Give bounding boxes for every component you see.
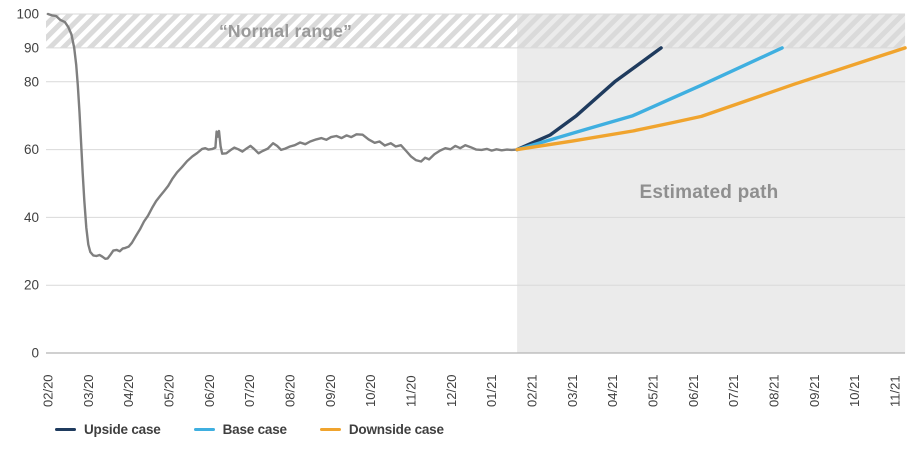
historical-line — [46, 12, 519, 260]
x-tick-label: 02/20 — [41, 374, 56, 407]
y-tick-label: 80 — [24, 74, 39, 89]
x-tick-label: 06/20 — [202, 374, 217, 407]
x-tick-label: 08/20 — [283, 374, 298, 407]
x-tick-label: 07/20 — [242, 374, 257, 407]
legend-item-upside-case: Upside case — [55, 422, 161, 437]
chart-legend: Upside case Base case Downside case — [55, 422, 444, 437]
x-tick-label: 01/21 — [484, 374, 499, 407]
x-tick-label: 11/20 — [404, 375, 419, 407]
x-tick-label: 07/21 — [726, 374, 741, 407]
upside-case-line — [515, 46, 663, 152]
base-case-line-swatch — [193, 427, 215, 432]
y-tick-label: 90 — [24, 40, 39, 55]
x-tick-label: 12/20 — [444, 374, 459, 407]
legend-label-downside-case: Downside case — [348, 422, 444, 437]
x-tick-label: 03/21 — [565, 374, 580, 407]
legend-item-downside-case: Downside case — [319, 422, 444, 437]
y-tick-label: 20 — [24, 278, 39, 293]
base-case-line — [515, 46, 784, 152]
x-tick-label: 04/20 — [121, 374, 136, 407]
downside-case-line-swatch — [319, 427, 341, 432]
y-tick-label: 0 — [31, 346, 39, 361]
y-tick-label: 100 — [16, 7, 39, 22]
x-tick-label: 10/20 — [363, 374, 378, 407]
x-tick-label: 05/21 — [646, 374, 661, 407]
normal-range-band — [46, 14, 905, 48]
x-tick-label: 03/20 — [81, 374, 96, 407]
x-tick-label: 02/21 — [525, 374, 540, 407]
x-tick-label: 09/20 — [323, 374, 338, 407]
downside-case-line — [515, 46, 907, 152]
x-tick-label: 05/20 — [162, 374, 177, 407]
legend-label-base-case: Base case — [222, 422, 287, 437]
estimated-path-region — [517, 14, 906, 353]
x-tick-label: 09/21 — [807, 374, 822, 407]
y-tick-label: 40 — [24, 210, 39, 225]
legend-item-base-case: Base case — [193, 422, 287, 437]
upside-case-line-swatch — [55, 427, 76, 432]
x-tick-label: 11/21 — [888, 375, 903, 407]
y-tick-label: 60 — [24, 142, 39, 157]
x-tick-label: 04/21 — [605, 374, 620, 407]
x-tick-label: 10/21 — [847, 374, 862, 407]
legend-label-upside-case: Upside case — [84, 422, 161, 437]
x-tick-label: 08/21 — [767, 374, 782, 407]
x-tick-label: 06/21 — [686, 374, 701, 407]
